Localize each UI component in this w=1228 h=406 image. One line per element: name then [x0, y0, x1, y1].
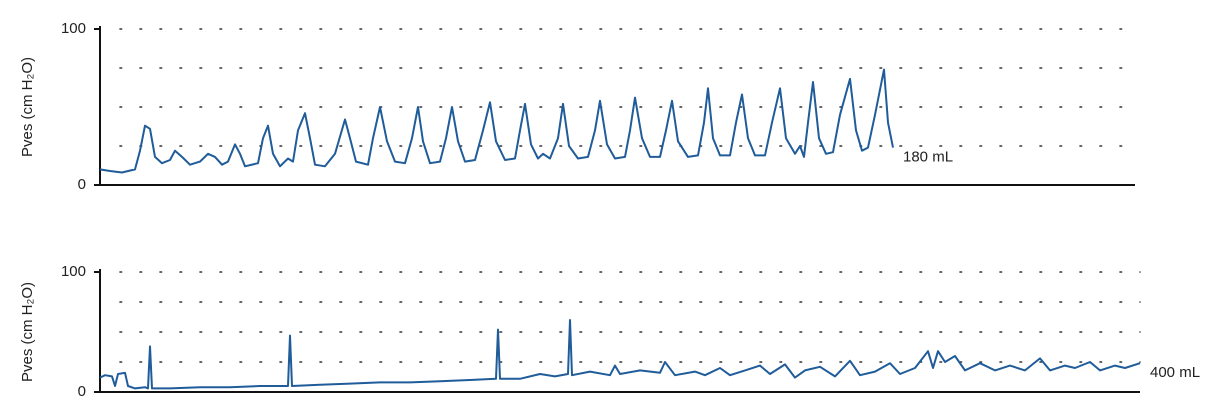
y-axis-label: Pves (cm H₂O)	[19, 282, 36, 382]
volume-label: 400 mL	[1150, 364, 1200, 381]
trace	[99, 68, 894, 174]
trace	[99, 319, 1141, 390]
y-axis-label: Pves (cm H₂O)	[19, 57, 36, 157]
y-tick-label: 100	[61, 263, 86, 280]
y-tick-label: 0	[78, 176, 86, 193]
volume-label: 180 mL	[903, 149, 953, 166]
y-tick-label: 100	[61, 20, 86, 37]
y-tick-label: 0	[78, 383, 86, 400]
